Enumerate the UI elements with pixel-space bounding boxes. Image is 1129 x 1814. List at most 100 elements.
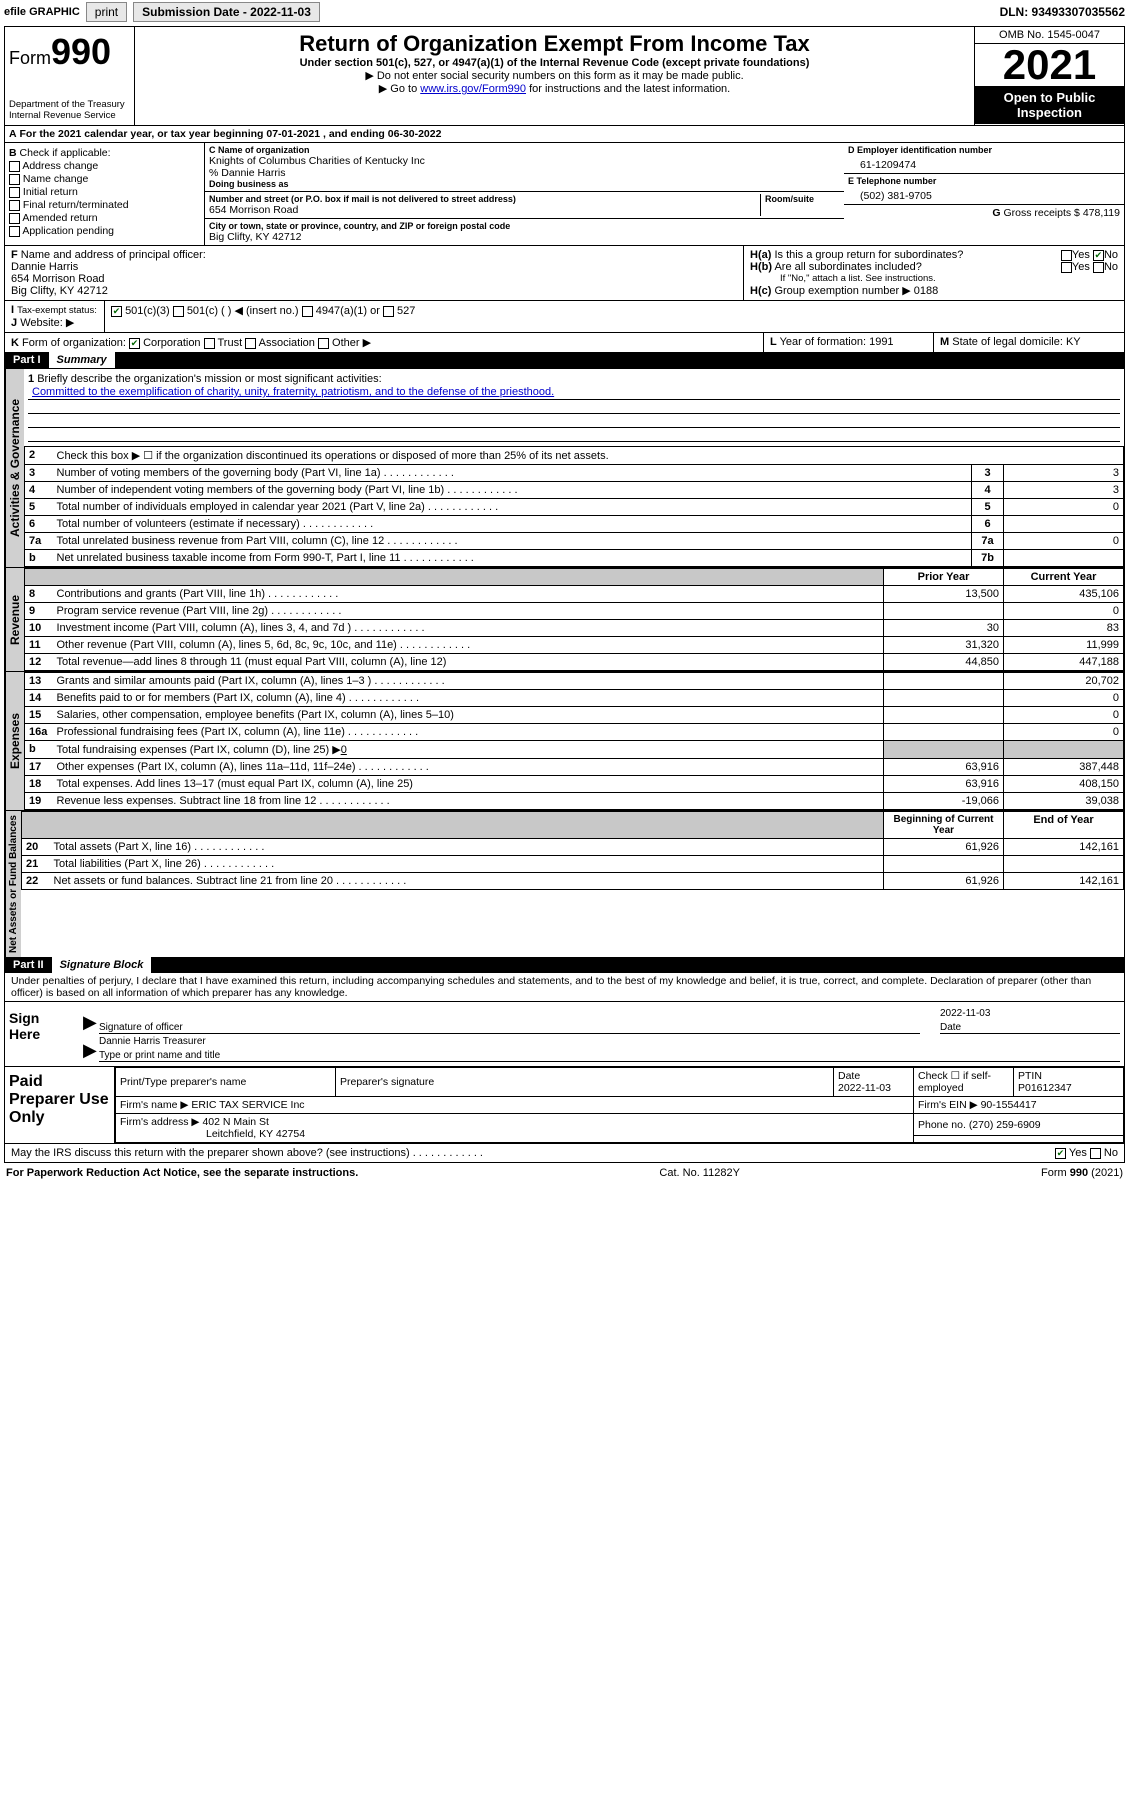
- room-lbl: Room/suite: [760, 194, 840, 216]
- ein-value: 61-1209474: [848, 155, 1120, 171]
- chk-501c3[interactable]: [111, 306, 122, 317]
- vlabel-netassets: Net Assets or Fund Balances: [5, 811, 21, 957]
- line8: Contributions and grants (Part VIII, lin…: [53, 586, 884, 603]
- chk-assoc[interactable]: [245, 338, 256, 349]
- topbar: efile GRAPHIC print Submission Date - 20…: [0, 0, 1129, 24]
- revenue-table: Prior YearCurrent Year 8Contributions an…: [24, 568, 1124, 671]
- line-a: A For the 2021 calendar year, or tax yea…: [5, 126, 1124, 143]
- expenses-section: Expenses 13Grants and similar amounts pa…: [5, 671, 1124, 810]
- gross-value: 478,119: [1083, 207, 1120, 219]
- chk-initial-return[interactable]: Initial return: [9, 186, 200, 198]
- officer-name-val: Dannie Harris Treasurer: [99, 1036, 206, 1047]
- print-button[interactable]: print: [86, 2, 127, 22]
- dba-lbl: Doing business as: [209, 179, 840, 189]
- b22: 61,926: [884, 873, 1004, 890]
- chk-name-change[interactable]: Name change: [9, 173, 200, 185]
- chk-application-pending[interactable]: Application pending: [9, 225, 200, 237]
- sign-here-block: Sign Here ▶Signature of officer 2022-11-…: [5, 1001, 1124, 1066]
- prep-name-lbl: Print/Type preparer's name: [116, 1068, 336, 1097]
- part1-title: Summary: [49, 352, 115, 368]
- l-val: 1991: [869, 336, 893, 348]
- mission-q: Briefly describe the organization's miss…: [37, 373, 381, 385]
- firm-addr: 402 N Main St: [202, 1116, 269, 1128]
- chk-4947[interactable]: [302, 306, 313, 317]
- p16b: [884, 741, 1004, 759]
- box-b-label: Check if applicable:: [20, 147, 111, 159]
- part1-header: Part I Summary: [5, 352, 1124, 368]
- other-lbl: Other ▶: [332, 337, 371, 349]
- chk-corp[interactable]: [129, 338, 140, 349]
- val7b: [1004, 550, 1124, 567]
- p11: 31,320: [884, 637, 1004, 654]
- ha-no[interactable]: [1093, 250, 1104, 261]
- p18: 63,916: [884, 776, 1004, 793]
- chk-address-change[interactable]: Address change: [9, 160, 200, 172]
- paid-preparer-label: Paid Preparer Use Only: [5, 1067, 115, 1143]
- e20: 142,161: [1004, 839, 1124, 856]
- header-middle: Return of Organization Exempt From Incom…: [135, 27, 974, 125]
- officer-lbl: Name and address of principal officer:: [21, 249, 206, 261]
- form-990-num: 990: [51, 31, 111, 72]
- org-name: Knights of Columbus Charities of Kentuck…: [209, 155, 840, 167]
- vlabel-revenue: Revenue: [5, 568, 24, 671]
- officer-sig-lbl: Signature of officer: [99, 1022, 183, 1033]
- may-no[interactable]: [1090, 1148, 1101, 1159]
- 501c3-lbl: 501(c)(3): [125, 305, 170, 317]
- part1-num: Part I: [5, 352, 49, 368]
- ssn-warning: ▶ Do not enter social security numbers o…: [139, 69, 970, 82]
- tax-year: 2021: [975, 44, 1124, 86]
- chk-trust[interactable]: [204, 338, 215, 349]
- line13: Grants and similar amounts paid (Part IX…: [53, 673, 884, 690]
- val5: 0: [1004, 499, 1124, 516]
- goto-line: ▶ Go to www.irs.gov/Form990 for instruct…: [139, 82, 970, 95]
- hb-yes[interactable]: [1061, 262, 1072, 273]
- hdr-eoy: End of Year: [1004, 812, 1124, 839]
- tax-exempt-lbl: Tax-exempt status:: [17, 305, 97, 316]
- firm-lbl: Firm's name ▶: [120, 1099, 188, 1111]
- chk-501c[interactable]: [173, 306, 184, 317]
- hb-no[interactable]: [1093, 262, 1104, 273]
- header-left: Form990 Department of the Treasury Inter…: [5, 27, 135, 125]
- submission-date-button[interactable]: Submission Date - 2022-11-03: [133, 2, 320, 22]
- chk-final-lbl: Final return/terminated: [23, 199, 129, 211]
- chk-other[interactable]: [318, 338, 329, 349]
- officer-addr: 654 Morrison Road: [11, 273, 105, 285]
- phone-lbl: Telephone number: [857, 176, 937, 186]
- line20: Total assets (Part X, line 16): [50, 839, 884, 856]
- b21: [884, 856, 1004, 873]
- val6: [1004, 516, 1124, 533]
- corp-lbl: Corporation: [143, 337, 200, 349]
- line6: Total number of volunteers (estimate if …: [53, 516, 972, 533]
- chk-amended-return[interactable]: Amended return: [9, 212, 200, 224]
- firm-phone: (270) 259-6909: [969, 1119, 1041, 1131]
- c11: 11,999: [1004, 637, 1124, 654]
- c14: 0: [1004, 690, 1124, 707]
- c10: 83: [1004, 620, 1124, 637]
- org-care-of: % Dannie Harris: [209, 167, 840, 179]
- website-lbl: Website: ▶: [20, 317, 74, 329]
- 4947-lbl: 4947(a)(1) or: [316, 305, 380, 317]
- e22: 142,161: [1004, 873, 1124, 890]
- hc-note: If "No," attach a list. See instructions…: [750, 273, 1118, 284]
- chk-init-lbl: Initial return: [23, 186, 78, 198]
- line16a: Professional fundraising fees (Part IX, …: [53, 724, 884, 741]
- officer-sig-line[interactable]: ▶Signature of officer: [99, 1008, 920, 1034]
- chk-527[interactable]: [383, 306, 394, 317]
- c17: 387,448: [1004, 759, 1124, 776]
- line16b-pre: Total fundraising expenses (Part IX, col…: [57, 744, 341, 756]
- ha-yes[interactable]: [1061, 250, 1072, 261]
- c8: 435,106: [1004, 586, 1124, 603]
- irs-link[interactable]: www.irs.gov/Form990: [420, 83, 526, 95]
- netassets-section: Net Assets or Fund Balances Beginning of…: [5, 810, 1124, 957]
- val3: 3: [1004, 465, 1124, 482]
- m-val: KY: [1066, 336, 1081, 348]
- may-yes[interactable]: [1055, 1148, 1066, 1159]
- activities-section: Activities & Governance 1 Briefly descri…: [5, 368, 1124, 567]
- assoc-lbl: Association: [259, 337, 315, 349]
- chk-final-return[interactable]: Final return/terminated: [9, 199, 200, 211]
- revenue-section: Revenue Prior YearCurrent Year 8Contribu…: [5, 567, 1124, 671]
- p17: 63,916: [884, 759, 1004, 776]
- c13: 20,702: [1004, 673, 1124, 690]
- firm-addr2: Leitchfield, KY 42754: [120, 1128, 305, 1140]
- self-emp[interactable]: Check ☐ if self-employed: [914, 1068, 1014, 1097]
